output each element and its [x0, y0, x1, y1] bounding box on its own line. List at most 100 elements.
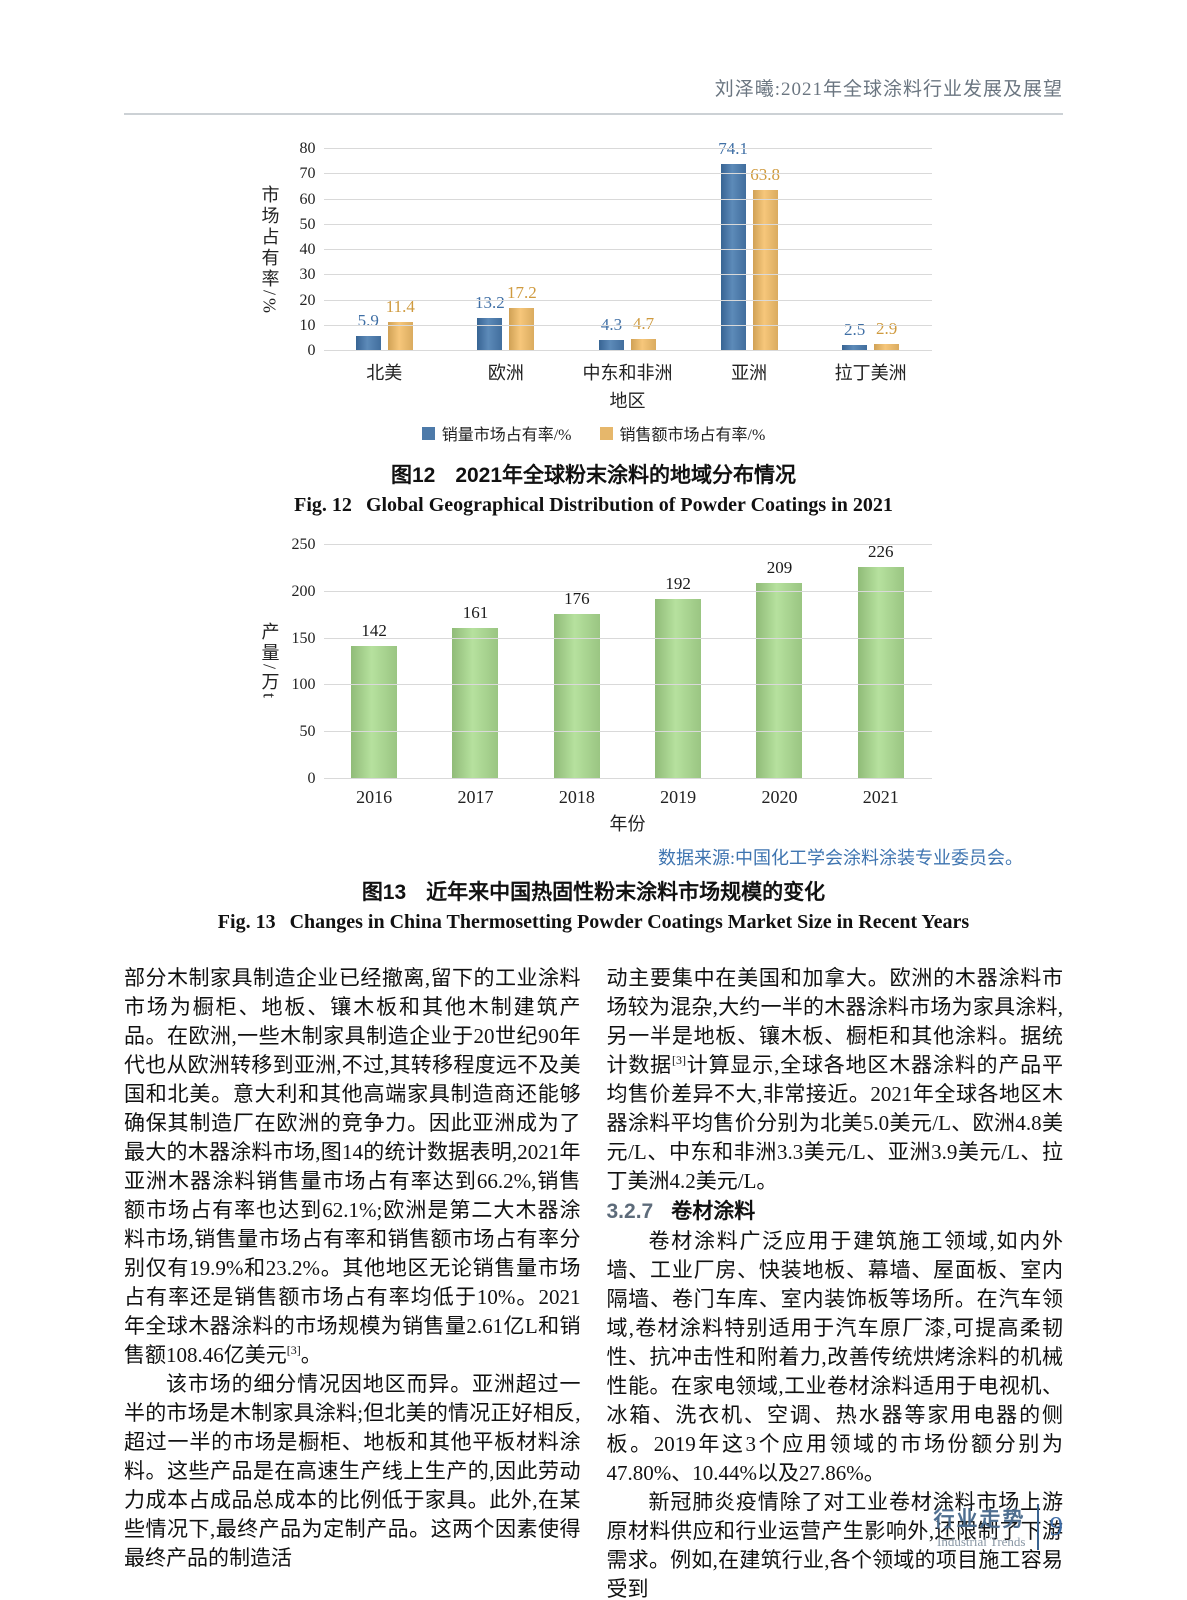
y-axis-tick-label: 0 — [307, 770, 316, 787]
sales-volume-legend-label: 销量市场占有率/% — [441, 427, 572, 444]
y-axis-tick-label: 50 — [299, 215, 316, 233]
bar-group: 226 — [830, 542, 931, 779]
gridline — [323, 223, 932, 225]
footer-section-cn: 行业走势 — [933, 1508, 1026, 1531]
bar-group: 176 — [526, 545, 627, 779]
bar: 63.8 — [750, 165, 780, 351]
figure-12-caption-cn-text: 2021年全球粉末涂料的地域分布情况 — [455, 464, 797, 487]
sales-volume-swatch-icon — [421, 426, 435, 440]
figure-13-category-labels: 2016 2017 2018 2019 2020 2021 — [324, 787, 932, 808]
bar-value-label: 2.9 — [876, 318, 898, 338]
y-axis-tick-label: 40 — [299, 241, 316, 258]
gridline — [323, 299, 932, 301]
y-axis-tick-label: 70 — [299, 165, 316, 183]
bar-group: 2.5 2.9 — [810, 149, 932, 351]
gridline — [323, 637, 932, 639]
figure-12-caption-en-text: Global Geographical Distribution of Powd… — [365, 494, 893, 516]
gridline — [323, 324, 932, 326]
gridline — [323, 350, 932, 351]
bar: 176 — [553, 589, 600, 779]
y-axis-tick-label: 60 — [299, 190, 316, 208]
x-axis-category-label: 2016 — [356, 787, 393, 807]
y-axis-tick-label: 30 — [299, 266, 316, 284]
bar-value-label: 226 — [868, 542, 894, 562]
bar-group: 5.9 11.4 — [324, 149, 446, 351]
figure-12-caption-cn-label: 图12 — [390, 464, 436, 487]
legend-item-sales-volume: 销量市场占有率/% — [421, 421, 572, 445]
figure-12-legend: 销量市场占有率/% 销售额市场占有率/% — [256, 421, 932, 445]
figure-13-y-axis-title: 产量/万t — [259, 622, 280, 702]
bar: 226 — [857, 542, 904, 779]
y-axis-tick-label: 0 — [307, 342, 316, 359]
figure-12-plot-area: 5.9 11.4 13.2 17.2 4.3 4.7 74.1 63.8 2.5 2.9 — [323, 139, 932, 351]
gridline — [323, 778, 932, 779]
bar: 4.7 — [630, 314, 656, 351]
y-axis-tick-label: 250 — [291, 536, 316, 553]
reference-superscript: [3] — [286, 1343, 301, 1357]
paragraph-text: 计算显示,全球各地区木器涂料的产品平均售价差异不大,非常接近。2021年全球各地… — [606, 1053, 1064, 1193]
figure-12-y-axis-title: 市场占有率/% — [259, 184, 280, 316]
bar-value-label: 2.5 — [844, 319, 866, 339]
figure-12-bars: 5.9 11.4 13.2 17.2 4.3 4.7 74.1 63.8 2.5 2.9 — [324, 139, 932, 351]
figure-12-plot-row: 市场占有率/% 0 10 20 30 40 50 60 70 80 5.9 11.4 13.2 17.… — [256, 139, 932, 359]
figure-13-caption-cn: 图13 近年来中国热固性粉末涂料市场规模的变化 — [124, 876, 1063, 906]
x-axis-category-label: 2018 — [558, 787, 595, 807]
paragraph-text: 动主要集中在美国和加拿大。欧洲的木器涂料市场较为混杂,大约一半的木器涂料市场为家… — [606, 966, 1064, 1077]
figure-12-category-labels: 北美 欧洲 中东和非洲 亚洲 拉丁美洲 — [324, 359, 932, 385]
figure-13-caption-cn-label: 图13 — [361, 881, 407, 904]
figure-12-caption-en-label: Fig. 12 — [294, 494, 352, 516]
gridline — [323, 684, 932, 686]
gridline — [323, 590, 932, 592]
figure-12-y-axis-ticks: 0 10 20 30 40 50 60 70 80 — [284, 140, 324, 359]
figure-13-caption-cn-text: 近年来中国热固性粉末涂料市场规模的变化 — [426, 881, 826, 904]
x-axis-category-label: 2017 — [457, 787, 494, 807]
x-axis-category-label: 2021 — [862, 787, 899, 807]
bar: 2.5 — [842, 320, 868, 351]
bar: 142 — [351, 621, 398, 779]
y-axis-tick-label: 10 — [299, 316, 316, 334]
paragraph: 新冠肺炎疫情除了对工业卷材涂料市场上游原材料供应和行业运营产生影响外,还限制了下… — [606, 1490, 1064, 1600]
figure-13-caption-en-text: Changes in China Thermosetting Powder Co… — [289, 911, 970, 933]
figure-13-caption-en: Fig. 13 Changes in China Thermosetting Po… — [124, 911, 1063, 934]
y-axis-tick-label: 100 — [291, 676, 316, 694]
figure-13-x-axis-title: 年份 — [609, 814, 646, 834]
gridline — [323, 173, 932, 175]
paragraph-text: 部分木制家具制造企业已经撤离,留下的工业涂料市场为橱柜、地板、镶木板和其他木制建… — [124, 966, 581, 1367]
bar-value-label: 17.2 — [507, 282, 537, 302]
gridline — [323, 274, 932, 276]
bar-group: 209 — [729, 545, 830, 779]
sales-value-legend-label: 销售额市场占有率/% — [619, 427, 766, 444]
bar-value-label: 63.8 — [750, 164, 780, 184]
left-column: 部分木制家具制造企业已经撤离,留下的工业涂料市场为橱柜、地板、镶木板和其他木制建… — [124, 964, 581, 1600]
footer-section-name: 行业走势 Industrial Trends — [934, 1503, 1026, 1550]
figure-12-x-axis-title: 地区 — [609, 391, 646, 411]
y-axis-tick-label: 200 — [291, 582, 316, 600]
x-axis-category-label: 北美 — [366, 363, 403, 383]
bar-value-label: 4.3 — [600, 315, 623, 335]
section-title: 卷材涂料 — [671, 1200, 756, 1223]
bar-value-label: 192 — [665, 574, 691, 594]
x-axis-category-label: 亚洲 — [731, 363, 768, 383]
x-axis-category-label: 拉丁美洲 — [834, 363, 907, 383]
y-axis-tick-label: 80 — [299, 140, 316, 157]
right-column: 动主要集中在美国和加拿大。欧洲的木器涂料市场较为混杂,大约一半的木器涂料市场为家… — [607, 964, 1064, 1600]
y-axis-tick-label: 150 — [291, 629, 316, 647]
bar: 74.1 — [718, 139, 748, 351]
figure-13-chart: 产量/万t 0 50 100 150 200 250 142 161 176 192 209 226… — [256, 536, 932, 836]
page-header: 刘泽曦:2021年全球涂料行业发展及展望 — [124, 0, 1063, 115]
page-footer: 行业走势 Industrial Trends 9 — [934, 1503, 1063, 1550]
bar-value-label: 5.9 — [357, 311, 379, 331]
paragraph: 该市场的细分情况因地区而异。亚洲超过一半的市场是木制家具涂料;但北美的情况正好相… — [124, 1372, 581, 1570]
y-axis-tick-label: 50 — [299, 723, 316, 741]
header-rule — [124, 113, 1063, 115]
bar: 11.4 — [386, 297, 415, 351]
bar-group: 4.3 4.7 — [567, 149, 689, 351]
bar: 209 — [756, 558, 803, 779]
reference-superscript: [3] — [671, 1053, 686, 1067]
bar: 13.2 — [475, 293, 505, 351]
bar-value-label: 4.7 — [632, 314, 655, 334]
bar: 17.2 — [507, 283, 537, 351]
x-axis-category-label: 中东和非洲 — [582, 363, 673, 383]
gridline — [323, 198, 932, 200]
